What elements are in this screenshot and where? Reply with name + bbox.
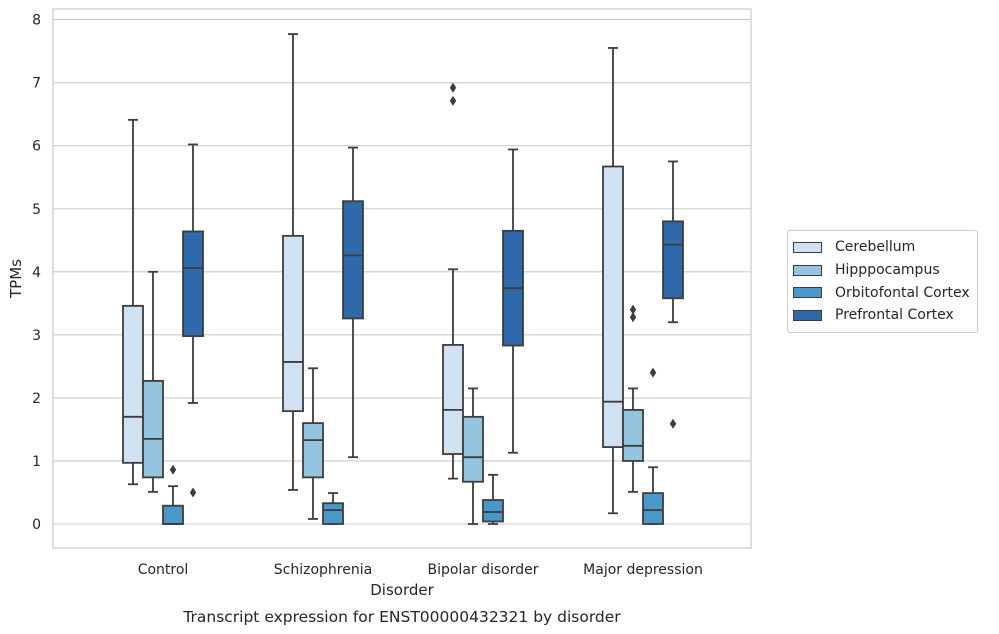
legend-label: Hipppocampus bbox=[835, 262, 940, 279]
x-tick-labels: Control Schizophrenia Bipolar disorder Majo… bbox=[138, 562, 703, 578]
box-iqr bbox=[482, 499, 504, 523]
box-orbitofontal-cortex bbox=[322, 492, 344, 525]
box-iqr bbox=[302, 422, 324, 479]
y-tick-label: 1 bbox=[32, 454, 41, 470]
box-orbitofontal-cortex bbox=[642, 367, 664, 525]
outlier-point bbox=[669, 418, 677, 429]
y-tick-label: 0 bbox=[32, 517, 41, 533]
box-groups bbox=[122, 33, 684, 525]
x-axis-label: Disorder bbox=[370, 581, 434, 599]
legend-item: Prefrontal Cortex bbox=[793, 304, 970, 327]
box-iqr bbox=[642, 492, 664, 525]
outlier-point bbox=[629, 312, 637, 323]
legend-swatch bbox=[793, 241, 822, 253]
x-tick-label: Major depression bbox=[583, 562, 703, 578]
box-prefrontal-cortex bbox=[502, 148, 524, 454]
box-orbitofontal-cortex bbox=[162, 464, 184, 525]
box-iqr bbox=[162, 504, 184, 525]
legend-label: Prefrontal Cortex bbox=[835, 307, 954, 324]
box-iqr bbox=[122, 304, 144, 464]
outlier-point bbox=[189, 487, 197, 498]
legend-label: Orbitofontal Cortex bbox=[835, 284, 970, 301]
box-prefrontal-cortex bbox=[342, 146, 364, 459]
box-iqr bbox=[342, 200, 364, 320]
box-cerebellum bbox=[602, 47, 624, 515]
y-tick-label: 3 bbox=[32, 328, 41, 344]
box-prefrontal-cortex bbox=[182, 143, 204, 498]
outlier-point bbox=[449, 82, 457, 93]
y-tick-label: 5 bbox=[32, 202, 41, 218]
legend-item: Hipppocampus bbox=[793, 259, 970, 282]
box-iqr bbox=[142, 379, 164, 479]
y-tick-labels: 0 1 2 3 4 5 6 7 8 bbox=[32, 13, 41, 533]
outlier-point bbox=[629, 304, 637, 315]
box-prefrontal-cortex bbox=[662, 160, 684, 429]
box-iqr bbox=[602, 165, 624, 448]
y-tick-label: 6 bbox=[32, 139, 41, 155]
legend-swatch bbox=[793, 287, 822, 299]
outlier-point bbox=[449, 95, 457, 106]
legend-item: Cerebellum bbox=[793, 236, 970, 259]
x-tick-label: Schizophrenia bbox=[274, 562, 372, 578]
x-tick-label: Bipolar disorder bbox=[427, 562, 538, 578]
box-hipppocampus bbox=[622, 304, 644, 493]
box-cerebellum bbox=[122, 118, 144, 486]
plot-frame bbox=[52, 8, 752, 549]
box-iqr bbox=[662, 220, 684, 300]
grid-lines bbox=[53, 19, 751, 525]
y-axis-label: TPMs bbox=[7, 259, 25, 299]
legend-item: Orbitofontal Cortex bbox=[793, 281, 970, 304]
box-hipppocampus bbox=[462, 387, 484, 525]
box-iqr bbox=[462, 415, 484, 483]
chart-title: Transcript expression for ENST0000043232… bbox=[182, 608, 621, 626]
box-iqr bbox=[322, 502, 344, 525]
legend-label: Cerebellum bbox=[835, 239, 916, 256]
y-tick-label: 4 bbox=[32, 265, 41, 281]
box-iqr bbox=[622, 408, 644, 462]
outlier-point bbox=[169, 464, 177, 475]
legend-swatch bbox=[793, 264, 822, 276]
box-orbitofontal-cortex bbox=[482, 473, 504, 525]
box-cerebellum bbox=[282, 33, 304, 491]
box-iqr bbox=[282, 234, 304, 413]
box-iqr bbox=[442, 344, 464, 455]
box-hipppocampus bbox=[302, 367, 324, 520]
outlier-point bbox=[649, 367, 657, 378]
box-iqr bbox=[182, 230, 204, 338]
box-hipppocampus bbox=[142, 270, 164, 493]
y-tick-label: 2 bbox=[32, 391, 41, 407]
y-tick-label: 7 bbox=[32, 76, 41, 92]
legend: Cerebellum Hipppocampus Orbitofontal Corte… bbox=[787, 230, 978, 333]
x-tick-label: Control bbox=[138, 562, 189, 578]
legend-swatch bbox=[793, 309, 822, 321]
box-cerebellum bbox=[442, 82, 464, 480]
y-tick-label: 8 bbox=[32, 13, 41, 29]
